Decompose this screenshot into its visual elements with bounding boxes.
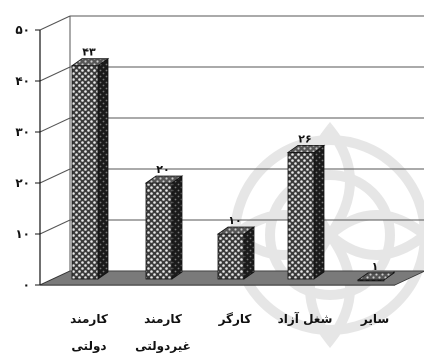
data-label: ۱۰: [228, 214, 241, 227]
bar: [70, 57, 110, 280]
y-tick-label: ۰: [23, 278, 30, 292]
bar-side: [97, 57, 109, 280]
y-tick-labels: ۰ ۱۰ ۲۰ ۳۰ ۴۰ ۵۰: [15, 23, 30, 292]
category-label: كارمند: [70, 312, 108, 326]
bar-top: [216, 226, 256, 235]
bar-side: [171, 175, 183, 280]
category-label: غيردولتی: [135, 339, 191, 354]
bar-front: [145, 182, 173, 280]
bar: [286, 144, 326, 280]
grid-lines: [39, 15, 424, 286]
bar-top: [356, 272, 396, 281]
grid-connector: [39, 219, 71, 235]
watermark-ornament: [226, 121, 424, 349]
y-tick-label: ۳۰: [15, 125, 30, 139]
data-label: ۱: [372, 260, 379, 273]
category-label: شغل آزاد: [278, 311, 333, 326]
bars: [70, 57, 396, 282]
data-label: ۲۰: [156, 163, 169, 176]
category-label: كارگر: [218, 312, 252, 326]
category-label: كارمند: [144, 312, 182, 326]
bar: [356, 271, 396, 282]
bar-side: [243, 226, 255, 280]
grid-connector: [39, 117, 71, 133]
category-labels: كارمند دولتی كارمند غيردولتی كارگر شغل آزاد سا…: [70, 311, 389, 354]
grid-connector: [39, 15, 71, 31]
y-tick-label: ۲۰: [15, 176, 30, 190]
bar-front: [71, 65, 99, 280]
bar-top: [286, 144, 326, 153]
grid-connector: [39, 168, 71, 184]
bar-top: [144, 175, 184, 184]
data-labels: ۴۳ ۲۰ ۱۰ ۲۶ ۱: [82, 46, 378, 273]
bar: [216, 226, 256, 280]
bar-front: [217, 233, 245, 280]
bar-front: [287, 151, 315, 280]
y-tick-label: ۵۰: [15, 23, 30, 37]
y-tick-label: ۱۰: [15, 227, 30, 241]
bar: [144, 175, 184, 280]
bar-side: [313, 144, 325, 280]
category-label: ساير: [360, 312, 389, 326]
category-label: دولتی: [71, 339, 106, 354]
y-tick-label: ۴۰: [15, 74, 30, 88]
data-label: ۲۶: [298, 132, 311, 145]
bar-top: [70, 58, 110, 67]
grid-connector: [39, 66, 71, 82]
data-label: ۴۳: [82, 46, 96, 59]
